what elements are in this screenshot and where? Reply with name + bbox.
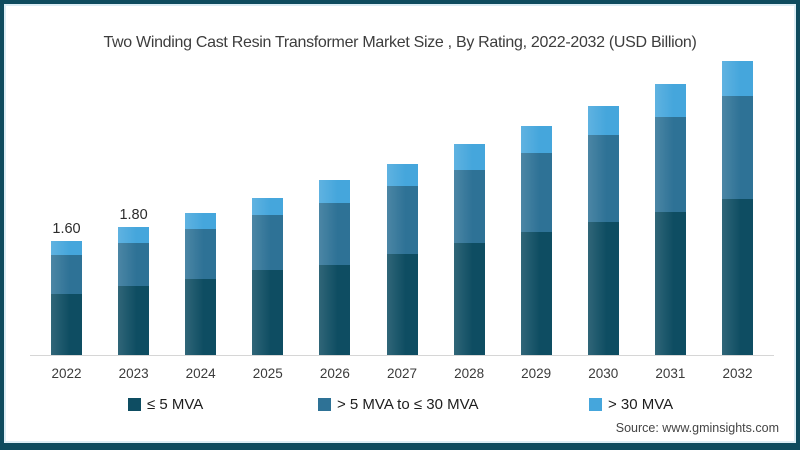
legend-swatch-mid: [318, 398, 331, 411]
bar-segment: [453, 243, 485, 355]
bar-segment: [453, 169, 485, 244]
bar-total-label: 1.60: [52, 221, 81, 237]
bar-segment: [185, 278, 217, 355]
x-tick-label: 2030: [588, 366, 619, 381]
x-tick-label: 2027: [386, 366, 418, 381]
source-text: Source: www.gminsights.com: [615, 421, 779, 435]
legend-item-gt-30-mva: > 30 MVA: [589, 396, 673, 413]
plot-area: 1.60 2022 1.80 2023 2024 2025 2026 2027 2028 2029…: [4, 4, 796, 443]
bar-segment: [453, 144, 485, 170]
x-tick-label: 2028: [454, 366, 485, 381]
bar-segment: [118, 243, 150, 286]
legend-item-5-to-30-mva: > 5 MVA to ≤ 30 MVA: [318, 396, 479, 413]
x-tick-label: 2031: [655, 366, 686, 381]
bar-segment: [722, 60, 753, 96]
x-tick-label: 2025: [252, 366, 283, 381]
legend-label: > 5 MVA to ≤ 30 MVA: [337, 396, 479, 413]
bar-segment: [185, 228, 217, 279]
x-axis-line: [30, 355, 774, 356]
bar-segment: [51, 294, 82, 355]
x-tick-label: 2029: [521, 366, 552, 381]
bar-segment: [587, 106, 619, 135]
bar-segment: [319, 202, 351, 265]
bar-segment: [587, 134, 619, 223]
bar-segment: [118, 285, 150, 355]
x-tick-label: 2026: [319, 366, 350, 381]
bar-segment: [520, 126, 552, 153]
bar-segment: [520, 152, 552, 232]
stacked-bar-2032: [722, 60, 753, 355]
stacked-bar-2023: [118, 226, 150, 355]
stacked-bar-2028: [453, 144, 485, 355]
bar-segment: [252, 198, 284, 216]
bar-segment: [319, 264, 351, 355]
stacked-bar-2031: [654, 83, 686, 355]
legend-label: > 30 MVA: [608, 396, 674, 413]
bar-segment: [51, 241, 82, 255]
x-tick-label: 2022: [51, 366, 82, 381]
bar-segment: [51, 254, 82, 295]
stacked-bar-2030: [587, 106, 619, 355]
bar-segment: [520, 231, 552, 355]
bar-segment: [654, 211, 686, 355]
stacked-bar-2024: [185, 212, 217, 356]
bar-segment: [319, 180, 351, 203]
legend-label: ≤ 5 MVA: [147, 396, 204, 413]
bar-segment: [386, 186, 418, 254]
bar-segment: [118, 226, 150, 244]
bar-segment: [252, 215, 284, 271]
bar-segment: [654, 117, 686, 212]
x-tick-label: 2023: [118, 366, 149, 381]
legend-swatch-light: [589, 398, 602, 411]
stacked-bar-2027: [386, 164, 418, 355]
bar-total-label: 1.80: [119, 206, 148, 223]
bar-segment: [252, 270, 284, 355]
x-tick-label: 2024: [185, 366, 216, 381]
stacked-bar-2025: [252, 198, 284, 355]
bar-segment: [587, 222, 619, 355]
chart-title: Two Winding Cast Resin Transformer Marke…: [103, 34, 697, 51]
legend-swatch-dark: [128, 398, 141, 411]
stacked-bar-2029: [520, 126, 552, 355]
bar-segment: [386, 253, 418, 355]
bar-segment: [722, 95, 753, 199]
legend-item-le-5-mva: ≤ 5 MVA: [128, 396, 203, 413]
bar-segment: [185, 212, 217, 229]
stacked-bar-2022: [51, 241, 82, 355]
stacked-bar-2026: [319, 180, 351, 355]
x-tick-label: 2032: [722, 366, 753, 381]
bar-segment: [654, 83, 686, 118]
bar-segment: [386, 164, 418, 187]
bar-segment: [722, 198, 753, 355]
